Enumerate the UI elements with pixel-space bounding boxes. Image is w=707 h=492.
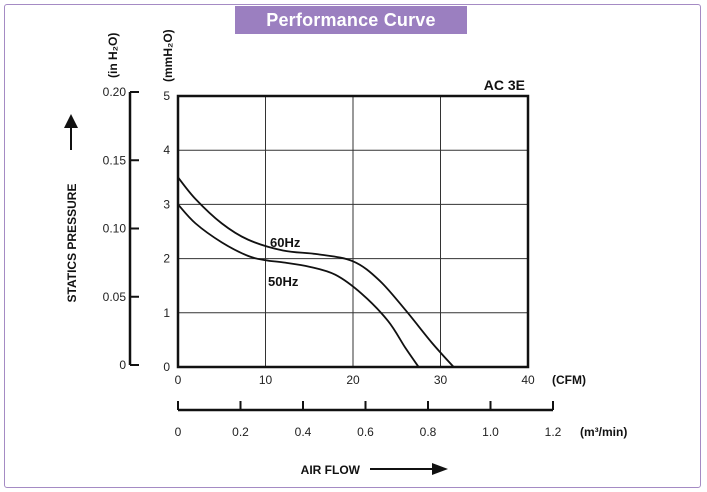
x-axis-title: AIR FLOW xyxy=(301,463,361,477)
plot-border xyxy=(176,94,530,369)
x-tick-label: 30 xyxy=(434,373,448,387)
y-unit-label: (mmH₂O) xyxy=(161,29,175,82)
series-label-60hz: 60Hz xyxy=(270,235,301,250)
secondary-x-tick-label: 1.0 xyxy=(482,425,499,439)
x-axis-arrow-head xyxy=(432,463,448,475)
series-line-60hz xyxy=(177,176,455,368)
series-label-50hz: 50Hz xyxy=(268,274,299,289)
x-tick-label: 0 xyxy=(175,373,182,387)
secondary-y-tick-label: 0.10 xyxy=(103,222,127,236)
y-axis-arrow-head xyxy=(64,114,78,128)
chart-frame xyxy=(4,4,701,488)
x-tick-label: 20 xyxy=(346,373,360,387)
y-tick-label: 1 xyxy=(163,306,170,320)
series-group: 60Hz 50Hz xyxy=(177,176,455,368)
series-line-50hz xyxy=(177,203,420,368)
x-tick-label: 10 xyxy=(259,373,273,387)
y-tick-label: 2 xyxy=(163,252,170,266)
y-tick-label: 3 xyxy=(163,197,170,211)
chart-title: Performance Curve xyxy=(235,6,467,34)
secondary-x-tick-label: 0.2 xyxy=(232,425,249,439)
x-unit-label: (CFM) xyxy=(552,373,586,387)
secondary-x-tick-label: 0.4 xyxy=(295,425,312,439)
y-tick-label: 0 xyxy=(163,360,170,374)
grid xyxy=(178,96,528,367)
secondary-x-tick-label: 1.2 xyxy=(545,425,562,439)
secondary-y-tick-label: 0 xyxy=(119,358,126,372)
secondary-y-unit-label: (in H₂O) xyxy=(106,33,120,78)
secondary-y-tick-label: 0.05 xyxy=(103,290,127,304)
secondary-x-tick-label: 0.6 xyxy=(357,425,374,439)
secondary-x-unit-label: (m³/min) xyxy=(580,425,627,439)
axes-group: 0 10 20 30 40 0 1 2 3 4 5 (CFM) 0 0.2 0.4 0.6 0.8 1.0 1.2 (… xyxy=(64,29,627,477)
model-label: AC 3E xyxy=(484,77,525,93)
secondary-y-tick-label: 0.20 xyxy=(103,85,127,99)
y-tick-label: 5 xyxy=(163,89,170,103)
secondary-x-tick-label: 0 xyxy=(175,425,182,439)
y-axis-title: STATICS PRESSURE xyxy=(65,184,79,303)
y-tick-label: 4 xyxy=(163,143,170,157)
secondary-x-tick-label: 0.8 xyxy=(420,425,437,439)
secondary-y-tick-label: 0.15 xyxy=(103,153,127,167)
x-tick-label: 40 xyxy=(521,373,535,387)
